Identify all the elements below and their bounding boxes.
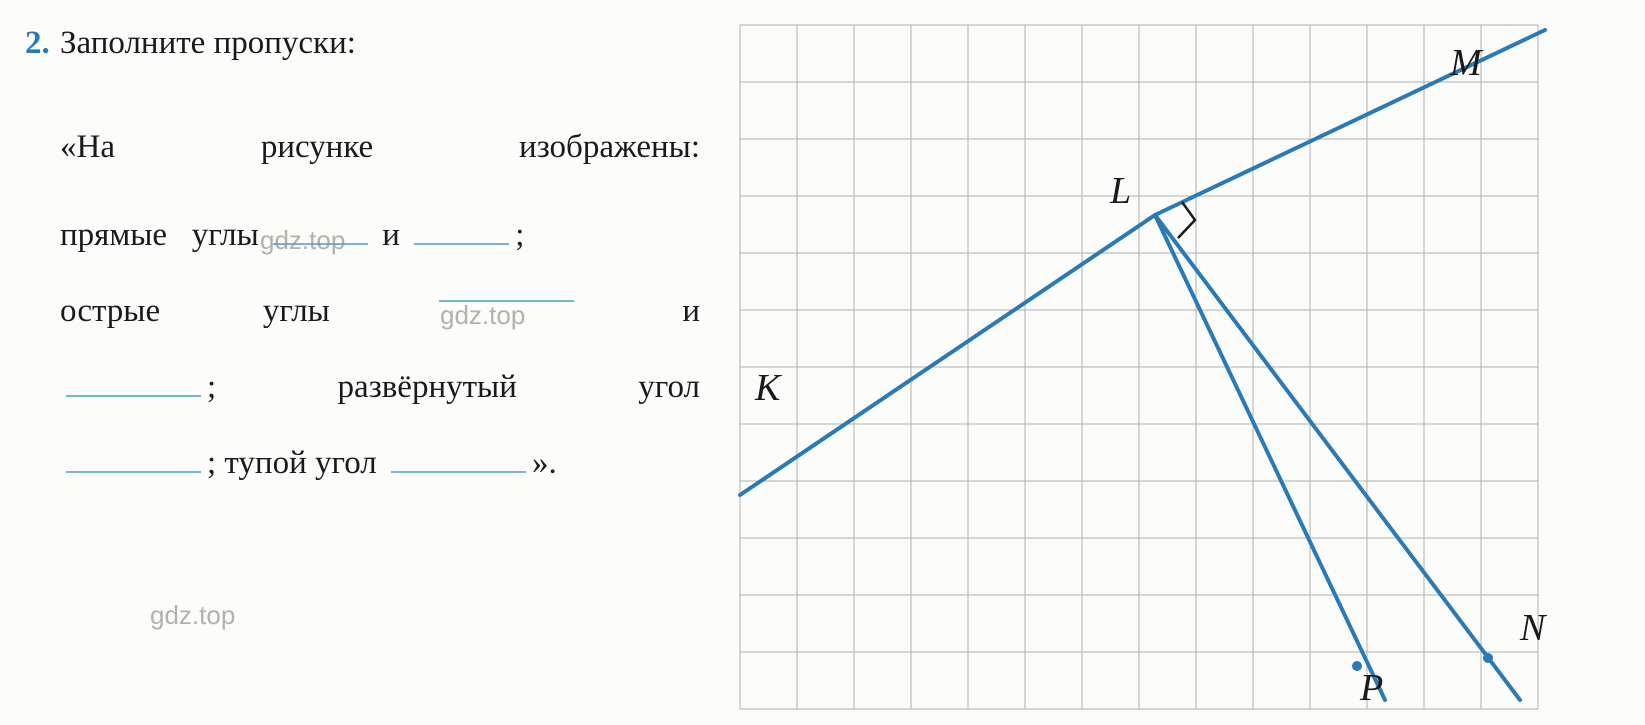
geometry-diagram: M L K N P: [730, 20, 1550, 710]
text-fragment: развёрнутый: [338, 350, 517, 426]
ray-LP: [1155, 215, 1385, 700]
blank-input[interactable]: [439, 274, 574, 302]
text-fragment: ;: [515, 217, 524, 253]
ray-LN: [1155, 215, 1520, 700]
right-angle-mark: [1178, 202, 1195, 238]
text-fragment: рисунке: [261, 110, 373, 186]
text-fragment: угол: [638, 350, 700, 426]
text-fragment: ».: [532, 445, 557, 481]
text-fragment: ;: [207, 445, 216, 481]
text-fragment: и: [682, 274, 700, 350]
fill-line-4: ; развёрнутый угол: [60, 350, 700, 426]
fill-in-paragraph: «На рисунке изображены: прямые углы и ; …: [60, 110, 700, 501]
labels-group: M L K N P: [754, 42, 1548, 709]
point-label-L: L: [1109, 170, 1131, 212]
angle-marks-group: [1178, 202, 1195, 238]
ray-LK: [740, 215, 1155, 495]
blank-input[interactable]: [66, 445, 201, 473]
point-label-N: N: [1519, 607, 1548, 649]
text-fragment: ;: [207, 369, 216, 405]
diagram-svg: M L K N P: [730, 20, 1550, 710]
point-label-M: M: [1449, 42, 1484, 84]
blank-input[interactable]: [414, 217, 509, 245]
grid-group: [740, 25, 1538, 709]
point-label-K: K: [754, 367, 782, 409]
text-fragment: изображены:: [519, 110, 700, 186]
fill-line-5: ; тупой угол ».: [60, 426, 700, 502]
diagram-column: M L K N P: [720, 0, 1645, 725]
blank-input[interactable]: [273, 217, 368, 245]
watermark-text: gdz.top: [150, 600, 235, 631]
blank-input[interactable]: [391, 445, 526, 473]
fill-line-3: острые углы и: [60, 274, 700, 350]
text-fragment: «На: [60, 110, 115, 186]
blank-input[interactable]: [66, 369, 201, 397]
point-dot: [1483, 653, 1493, 663]
text-fragment: углы: [192, 217, 259, 253]
instruction-text: Заполните пропуски:: [60, 25, 700, 62]
text-fragment: углы: [263, 274, 330, 350]
text-fragment: острые: [60, 274, 160, 350]
point-label-P: P: [1359, 667, 1383, 709]
text-fragment: прямые: [60, 217, 167, 253]
question-number: 2.: [25, 25, 50, 62]
ray-LM: [1155, 30, 1545, 215]
fill-line-2: прямые углы и ;: [60, 198, 700, 274]
text-column: 2. Заполните пропуски: «На рисунке изобр…: [0, 0, 720, 725]
text-fragment: тупой угол: [224, 445, 376, 481]
text-fragment: и: [382, 217, 400, 253]
fill-line-1: «На рисунке изображены:: [60, 110, 700, 186]
